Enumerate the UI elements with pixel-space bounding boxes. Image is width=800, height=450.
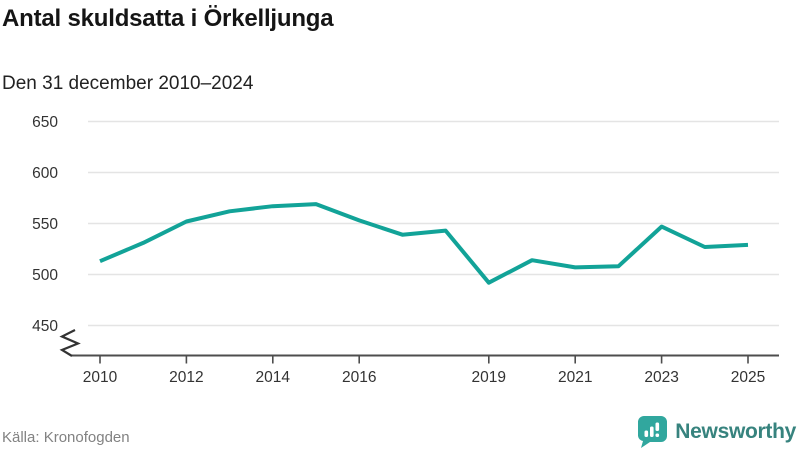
x-tick-label: 2019 — [472, 369, 506, 386]
logo-exclamation-bar — [655, 422, 660, 431]
chart-subtitle: Den 31 december 2010–2024 — [2, 73, 254, 94]
x-tick-label: 2021 — [558, 369, 592, 386]
newsworthy-logo-text: Newsworthy — [675, 419, 796, 443]
x-tick-label: 2023 — [644, 369, 678, 386]
newsworthy-logo-icon — [638, 416, 668, 448]
logo-bar-medium — [650, 426, 654, 437]
x-tick-label: 2012 — [169, 369, 203, 386]
logo-bar-short — [644, 430, 649, 437]
x-tick-label: 2016 — [342, 369, 376, 386]
source-text: Källa: Kronofogden — [2, 429, 130, 446]
newsworthy-logo: Newsworthy — [637, 415, 796, 448]
data-line-series — [99, 202, 749, 285]
page-title: Antal skuldsatta i Örkelljunga — [2, 5, 334, 32]
y-tick-label: 650 — [32, 114, 58, 131]
y-tick-label: 450 — [32, 318, 58, 335]
logo-exclamation-dot — [655, 433, 660, 437]
y-tick-label: 600 — [32, 165, 58, 182]
x-tick-label: 2010 — [83, 369, 118, 386]
axis-break-icon — [59, 329, 81, 357]
y-tick-label: 500 — [32, 267, 58, 284]
x-tick-label: 2014 — [256, 369, 291, 386]
x-tick-label: 2025 — [731, 369, 765, 386]
y-tick-label: 550 — [32, 216, 58, 233]
